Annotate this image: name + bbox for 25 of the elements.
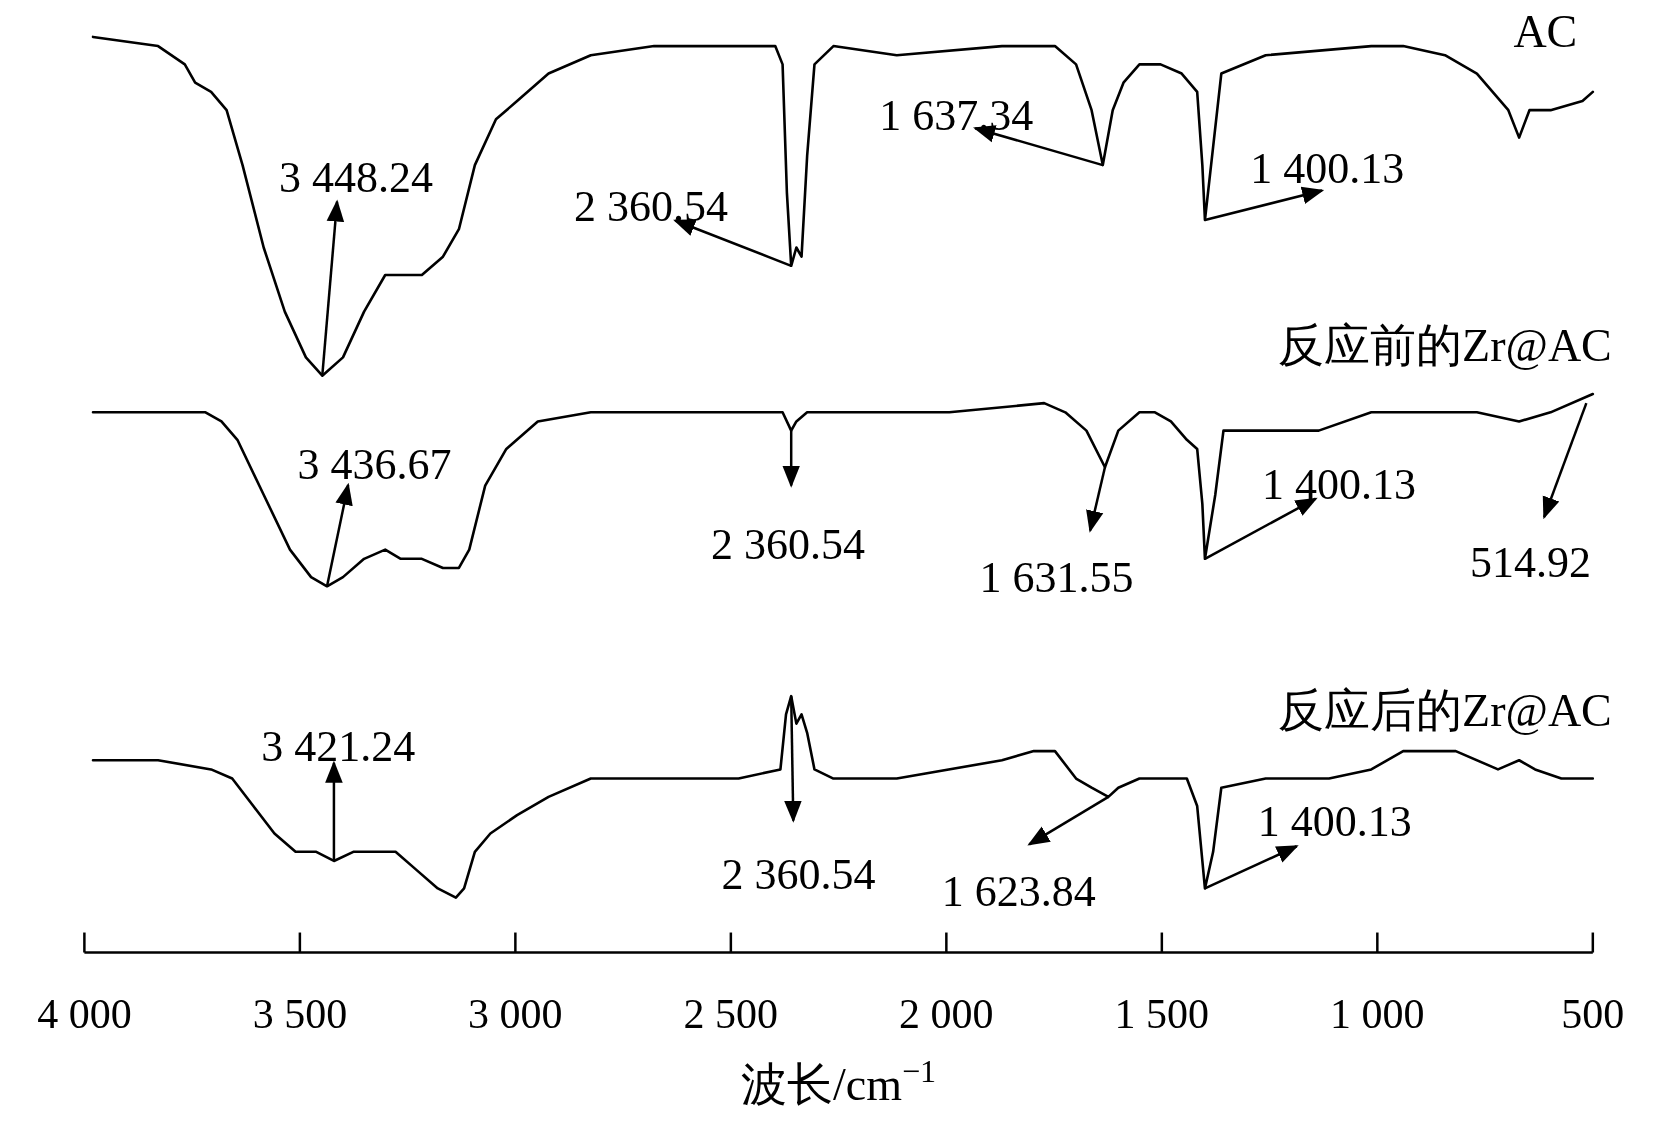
series-label: 反应后的Zr@AC (1278, 684, 1612, 736)
x-tick-label: 4 000 (37, 990, 132, 1037)
x-tick-label: 3 000 (468, 990, 563, 1037)
series-label: 反应前的Zr@AC (1278, 319, 1612, 371)
x-axis-title: 波长/cm$^{−1}$ (740, 1053, 937, 1110)
annotation: 2 360.54 (721, 850, 876, 900)
x-tick-label: 2 000 (899, 990, 994, 1037)
annotation: 1 400.13 (1250, 144, 1405, 194)
annotation: 3 448.24 (279, 153, 434, 203)
annotation: 1 400.13 (1261, 459, 1416, 509)
annotation: 1 400.13 (1257, 796, 1412, 846)
annotation: 1 637.34 (879, 90, 1034, 140)
x-tick-label: 1 500 (1114, 990, 1210, 1037)
series-label: AC (1513, 6, 1578, 58)
annotation: 514.92 (1469, 538, 1591, 588)
annotation: 3 436.67 (297, 439, 452, 489)
x-tick-label: 500 (1561, 990, 1625, 1037)
annotation: 2 360.54 (573, 181, 728, 231)
x-tick-label: 2 500 (683, 990, 779, 1037)
x-tick-label: 3 500 (252, 990, 348, 1037)
annotation: 2 360.54 (711, 519, 866, 569)
annotation: 1 631.55 (979, 553, 1134, 603)
annotation: 3 421.24 (261, 722, 416, 772)
annotation: 1 623.84 (941, 866, 1096, 916)
x-tick-label: 1 000 (1330, 990, 1425, 1037)
